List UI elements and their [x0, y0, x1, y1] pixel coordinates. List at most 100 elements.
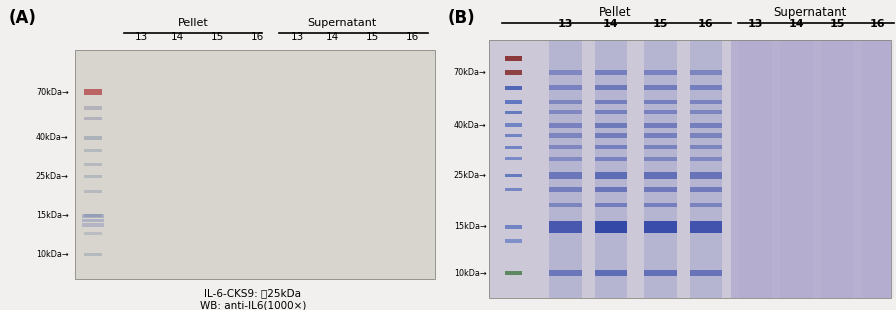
Bar: [644, 123, 677, 127]
Bar: [690, 100, 722, 104]
Bar: [595, 221, 627, 233]
Bar: [595, 100, 627, 104]
Text: 14: 14: [788, 20, 805, 29]
Bar: [549, 203, 582, 207]
Bar: [84, 149, 102, 152]
Bar: [644, 203, 677, 207]
Bar: [644, 110, 677, 114]
Bar: [549, 40, 582, 298]
Text: 13: 13: [290, 32, 304, 42]
Text: 70kDa→: 70kDa→: [36, 87, 69, 96]
Bar: [595, 85, 627, 91]
Bar: [644, 145, 677, 149]
Text: Supernatant: Supernatant: [307, 18, 376, 28]
Text: 16: 16: [251, 32, 263, 42]
Bar: [595, 123, 627, 127]
Bar: [82, 219, 104, 222]
Bar: [595, 187, 627, 192]
Bar: [690, 221, 722, 233]
Bar: [82, 214, 104, 218]
Bar: [505, 134, 522, 137]
Bar: [549, 110, 582, 114]
Text: (B): (B): [448, 9, 476, 27]
Bar: [644, 100, 677, 104]
Bar: [84, 175, 102, 179]
Bar: [644, 221, 677, 233]
Bar: [780, 40, 813, 298]
Bar: [505, 111, 522, 114]
Bar: [690, 172, 722, 179]
Bar: [595, 270, 627, 276]
Text: 25kDa→: 25kDa→: [453, 171, 487, 180]
Bar: [505, 86, 522, 90]
Bar: [505, 188, 522, 191]
Bar: [489, 40, 892, 298]
Text: 15kDa→: 15kDa→: [36, 211, 69, 220]
Text: 40kDa→: 40kDa→: [36, 133, 69, 142]
Bar: [644, 85, 677, 91]
Text: 15: 15: [366, 32, 379, 42]
Text: 13: 13: [748, 20, 763, 29]
Bar: [505, 100, 522, 104]
Bar: [549, 157, 582, 161]
Bar: [84, 253, 102, 256]
Bar: [505, 225, 522, 229]
Bar: [690, 123, 722, 127]
Bar: [690, 187, 722, 192]
Bar: [84, 89, 102, 95]
Text: 15: 15: [653, 20, 668, 29]
Bar: [690, 133, 722, 138]
Bar: [595, 70, 627, 75]
Bar: [549, 221, 582, 233]
Bar: [549, 145, 582, 149]
Bar: [84, 136, 102, 140]
Text: 40kDa→: 40kDa→: [454, 121, 487, 130]
Bar: [505, 239, 522, 242]
Bar: [644, 172, 677, 179]
Bar: [505, 70, 522, 75]
Text: 25kDa→: 25kDa→: [36, 172, 69, 181]
Text: 13: 13: [558, 20, 573, 29]
Bar: [595, 157, 627, 161]
Bar: [731, 40, 892, 298]
Bar: [739, 40, 772, 298]
Bar: [549, 70, 582, 75]
Bar: [84, 117, 102, 120]
Bar: [690, 270, 722, 276]
Text: 15: 15: [830, 20, 845, 29]
Text: 70kDa→: 70kDa→: [453, 68, 487, 77]
Bar: [821, 40, 854, 298]
Bar: [505, 174, 522, 177]
Bar: [644, 70, 677, 75]
Bar: [505, 272, 522, 275]
Bar: [862, 40, 894, 298]
Bar: [644, 40, 677, 298]
Bar: [84, 232, 102, 235]
Bar: [549, 187, 582, 192]
Text: Supernatant: Supernatant: [773, 6, 847, 19]
Text: (A): (A): [9, 9, 37, 27]
Bar: [595, 145, 627, 149]
Bar: [690, 203, 722, 207]
Text: 16: 16: [406, 32, 419, 42]
Text: IL-6-CKS9: 약25kDa: IL-6-CKS9: 약25kDa: [204, 288, 301, 298]
Bar: [549, 270, 582, 276]
Bar: [690, 157, 722, 161]
Bar: [644, 157, 677, 161]
Bar: [505, 145, 522, 148]
Text: 13: 13: [135, 32, 149, 42]
Bar: [595, 133, 627, 138]
Bar: [644, 187, 677, 192]
Bar: [75, 50, 435, 279]
Bar: [505, 157, 522, 160]
Text: 14: 14: [326, 32, 340, 42]
Bar: [690, 40, 722, 298]
Bar: [84, 190, 102, 193]
Bar: [595, 172, 627, 179]
Text: 16: 16: [870, 20, 886, 29]
Text: 10kDa→: 10kDa→: [454, 269, 487, 278]
Bar: [690, 70, 722, 75]
Bar: [595, 110, 627, 114]
Bar: [549, 133, 582, 138]
Bar: [505, 56, 522, 61]
